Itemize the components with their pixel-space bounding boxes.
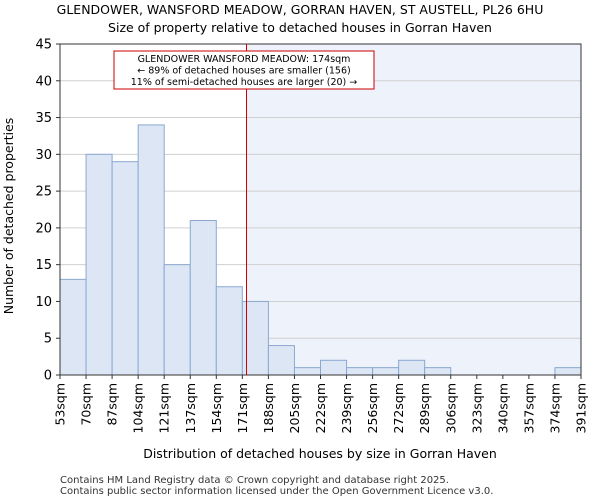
x-tick-label: 256sqm — [365, 383, 380, 433]
x-axis-label: Distribution of detached houses by size … — [143, 446, 497, 461]
y-tick-label: 15 — [35, 258, 52, 273]
annotation-line: ← 89% of detached houses are smaller (15… — [137, 66, 350, 77]
y-tick-label: 25 — [35, 185, 52, 200]
y-tick-label: 10 — [35, 295, 52, 310]
y-tick-label: 30 — [35, 148, 52, 163]
x-tick-label: 154sqm — [209, 383, 224, 433]
y-tick-label: 20 — [35, 221, 52, 236]
x-tick-label: 323sqm — [469, 383, 484, 433]
footer-line-1: Contains HM Land Registry data © Crown c… — [60, 475, 449, 486]
x-tick-label: 289sqm — [417, 383, 432, 433]
x-tick-label: 222sqm — [313, 383, 328, 433]
x-tick-label: 239sqm — [339, 383, 354, 433]
annotation-line: GLENDOWER WANSFORD MEADOW: 174sqm — [138, 54, 351, 65]
bar — [424, 367, 452, 376]
bar — [372, 367, 400, 376]
x-tick-label: 357sqm — [521, 383, 536, 433]
x-tick-label: 53sqm — [53, 383, 68, 426]
x-tick-label: 137sqm — [183, 383, 198, 433]
bar — [554, 367, 582, 376]
bar — [163, 264, 191, 376]
x-tick-label: 205sqm — [287, 383, 302, 433]
footer-line-2: Contains public sector information licen… — [60, 486, 493, 497]
x-tick-label: 87sqm — [105, 383, 120, 426]
bar — [320, 359, 348, 376]
bar — [346, 367, 374, 376]
x-tick-label: 374sqm — [547, 383, 562, 433]
chart-title: GLENDOWER, WANSFORD MEADOW, GORRAN HAVEN… — [57, 2, 544, 17]
bar — [215, 286, 243, 376]
x-tick-label: 70sqm — [79, 383, 94, 426]
annotation-line: 11% of semi-detached houses are larger (… — [131, 77, 358, 88]
x-tick-label: 306sqm — [443, 383, 458, 433]
y-tick-label: 45 — [35, 38, 52, 53]
bar — [398, 359, 426, 376]
bar — [293, 367, 322, 376]
bar — [111, 161, 139, 376]
chart-subtitle: Size of property relative to detached ho… — [108, 20, 492, 35]
x-tick-label: 188sqm — [261, 383, 276, 433]
annotation-box — [113, 50, 375, 90]
y-tick-label: 35 — [35, 111, 52, 126]
y-tick-label: 5 — [44, 332, 52, 347]
x-tick-label: 340sqm — [495, 383, 510, 433]
plot-area: 0 5 10 15 20 25 30 35 40 45 53sqm 70sqm 87sqm 104sqm 1… — [35, 38, 588, 434]
x-tick-label: 391sqm — [574, 383, 589, 433]
x-tick-label: 171sqm — [235, 383, 250, 433]
bar — [85, 153, 113, 376]
y-tick-label: 0 — [44, 369, 52, 384]
y-tick-label: 40 — [35, 74, 52, 89]
bar — [137, 124, 165, 376]
x-tick-label: 121sqm — [157, 383, 172, 433]
x-tick-label: 104sqm — [131, 383, 146, 433]
bar — [59, 278, 87, 376]
bar — [189, 220, 217, 376]
x-tick-label: 272sqm — [391, 383, 406, 433]
y-axis-label: Number of detached properties — [1, 118, 16, 315]
bar — [267, 345, 295, 376]
larger-region-shade — [246, 44, 581, 375]
